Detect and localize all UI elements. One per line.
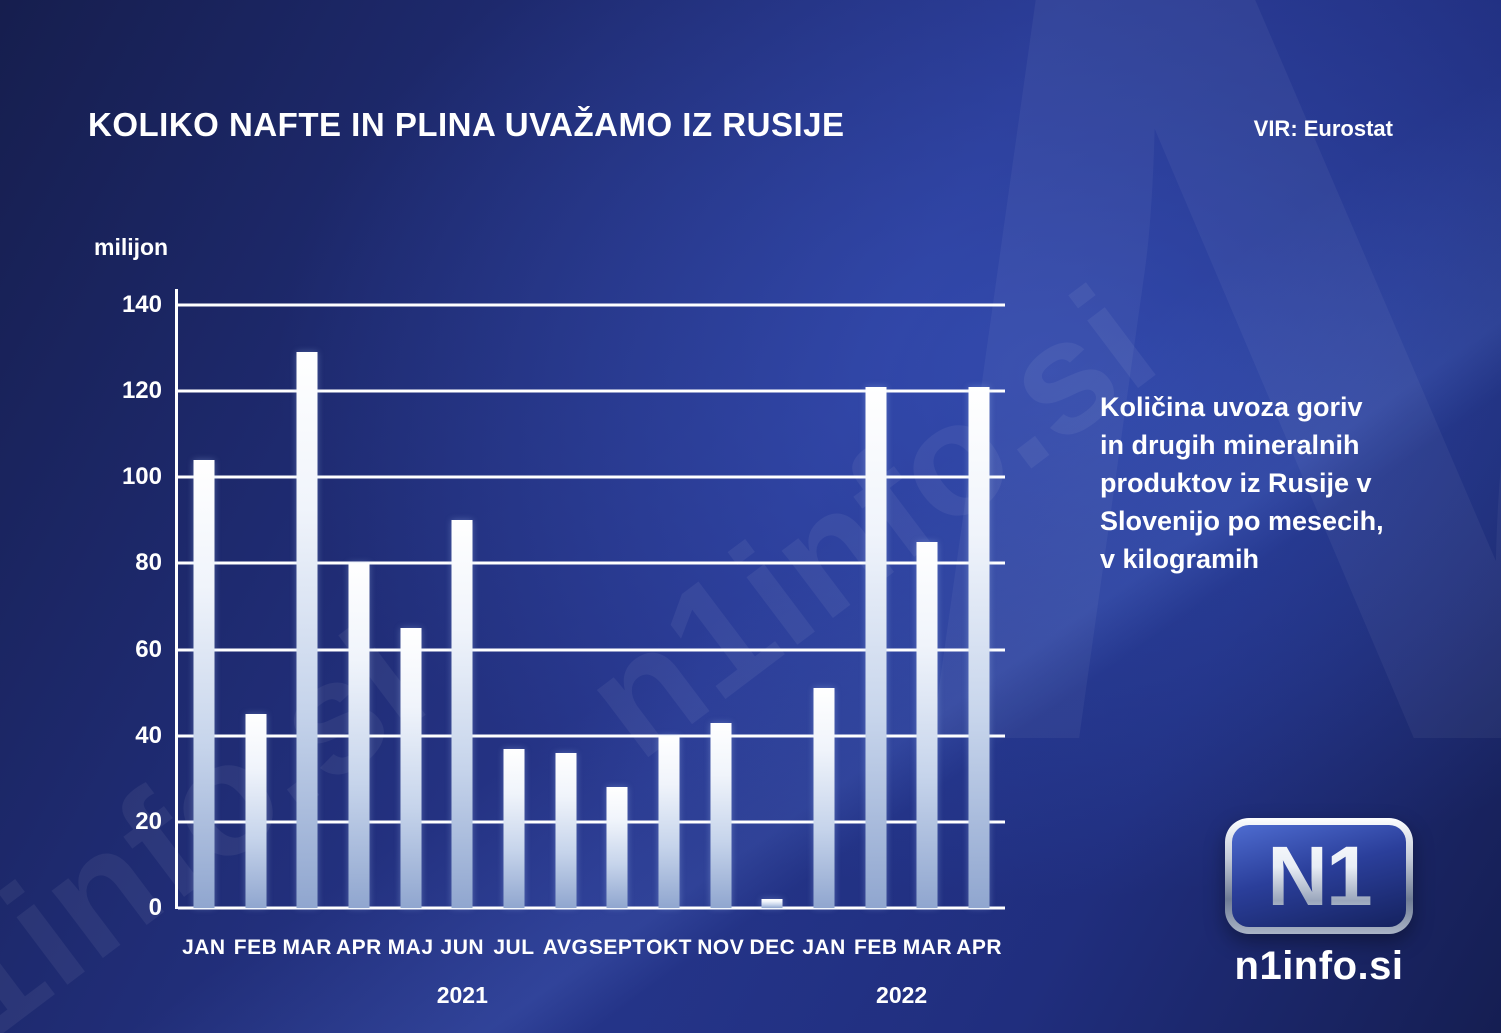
x-tick-label: DEC xyxy=(749,936,796,959)
x-tick-label: APR xyxy=(335,936,382,959)
n1-logo-text: N1 xyxy=(1267,828,1372,923)
gridline xyxy=(178,561,1005,565)
bar xyxy=(348,563,370,908)
bar xyxy=(400,628,422,908)
n1-logo: N1 n1info.si xyxy=(1225,818,1413,989)
year-label: 2022 xyxy=(876,982,928,1008)
annotation-line: v kilogramih xyxy=(1100,544,1260,574)
site-name: n1info.si xyxy=(1234,944,1404,988)
annotation-line: Slovenijo po mesecih, xyxy=(1100,506,1384,536)
annotation-text: Količina uvoza goriv in drugih mineralnih… xyxy=(1100,388,1384,578)
gridline xyxy=(178,475,1005,479)
y-axis-line xyxy=(175,289,178,909)
x-axis-labels: JAN FEB MAR APR MAJ JUN JUL AVG SEPT OKT NOV DEC JAN… xyxy=(178,936,1005,962)
bar xyxy=(296,352,318,908)
bar xyxy=(761,899,783,908)
x-tick-label: FEB xyxy=(233,936,278,959)
bar xyxy=(865,386,887,908)
y-axis-unit-label: milijon xyxy=(94,234,169,260)
bar xyxy=(813,688,835,908)
bar xyxy=(606,787,628,908)
plot-area: 0 20 40 60 80 100 120 140 JAN FEB MAR APR MAJ JUN JUL… xyxy=(122,289,1005,1008)
bar xyxy=(555,752,577,908)
x-tick-label: APR xyxy=(956,936,1003,959)
annotation-line: produktov iz Rusije v xyxy=(1100,468,1372,498)
gridline xyxy=(178,820,1005,824)
bar xyxy=(916,541,938,908)
bar xyxy=(503,748,525,908)
bar xyxy=(193,460,215,908)
chart-title: KOLIKO NAFTE IN PLINA UVAŽAMO IZ RUSIJE xyxy=(88,106,845,143)
bar xyxy=(968,386,990,908)
year-label: 2021 xyxy=(436,982,488,1008)
annotation-line: in drugih mineralnih xyxy=(1100,430,1360,460)
x-tick-label: JUL xyxy=(493,936,535,959)
n1-logo-frame: N1 xyxy=(1225,818,1413,934)
bar xyxy=(245,714,267,908)
gridline xyxy=(178,648,1005,652)
bar xyxy=(451,520,473,908)
x-tick-label: NOV xyxy=(697,936,745,959)
x-tick-label: FEB xyxy=(854,936,898,959)
x-tick-label: AVG xyxy=(542,936,589,959)
bar xyxy=(658,735,680,908)
bar xyxy=(710,722,732,908)
source-label: VIR: Eurostat xyxy=(1253,116,1393,141)
gridline xyxy=(178,389,1005,393)
x-tick-label: MAJ xyxy=(387,936,434,959)
x-tick-label: JAN xyxy=(802,936,846,959)
gridline xyxy=(178,303,1005,307)
n1-logo-box: N1 xyxy=(1232,825,1406,927)
gridline xyxy=(178,734,1005,738)
x-tick-label: MAR xyxy=(902,936,953,959)
gridline xyxy=(178,906,1005,910)
x-tick-label: MAR xyxy=(282,936,332,959)
x-tick-label: OKT xyxy=(646,936,692,959)
annotation-line: Količina uvoza goriv xyxy=(1100,392,1363,422)
x-tick-label: SEPT xyxy=(588,936,646,959)
x-tick-label: JUN xyxy=(440,936,485,959)
x-tick-label: JAN xyxy=(182,936,226,959)
